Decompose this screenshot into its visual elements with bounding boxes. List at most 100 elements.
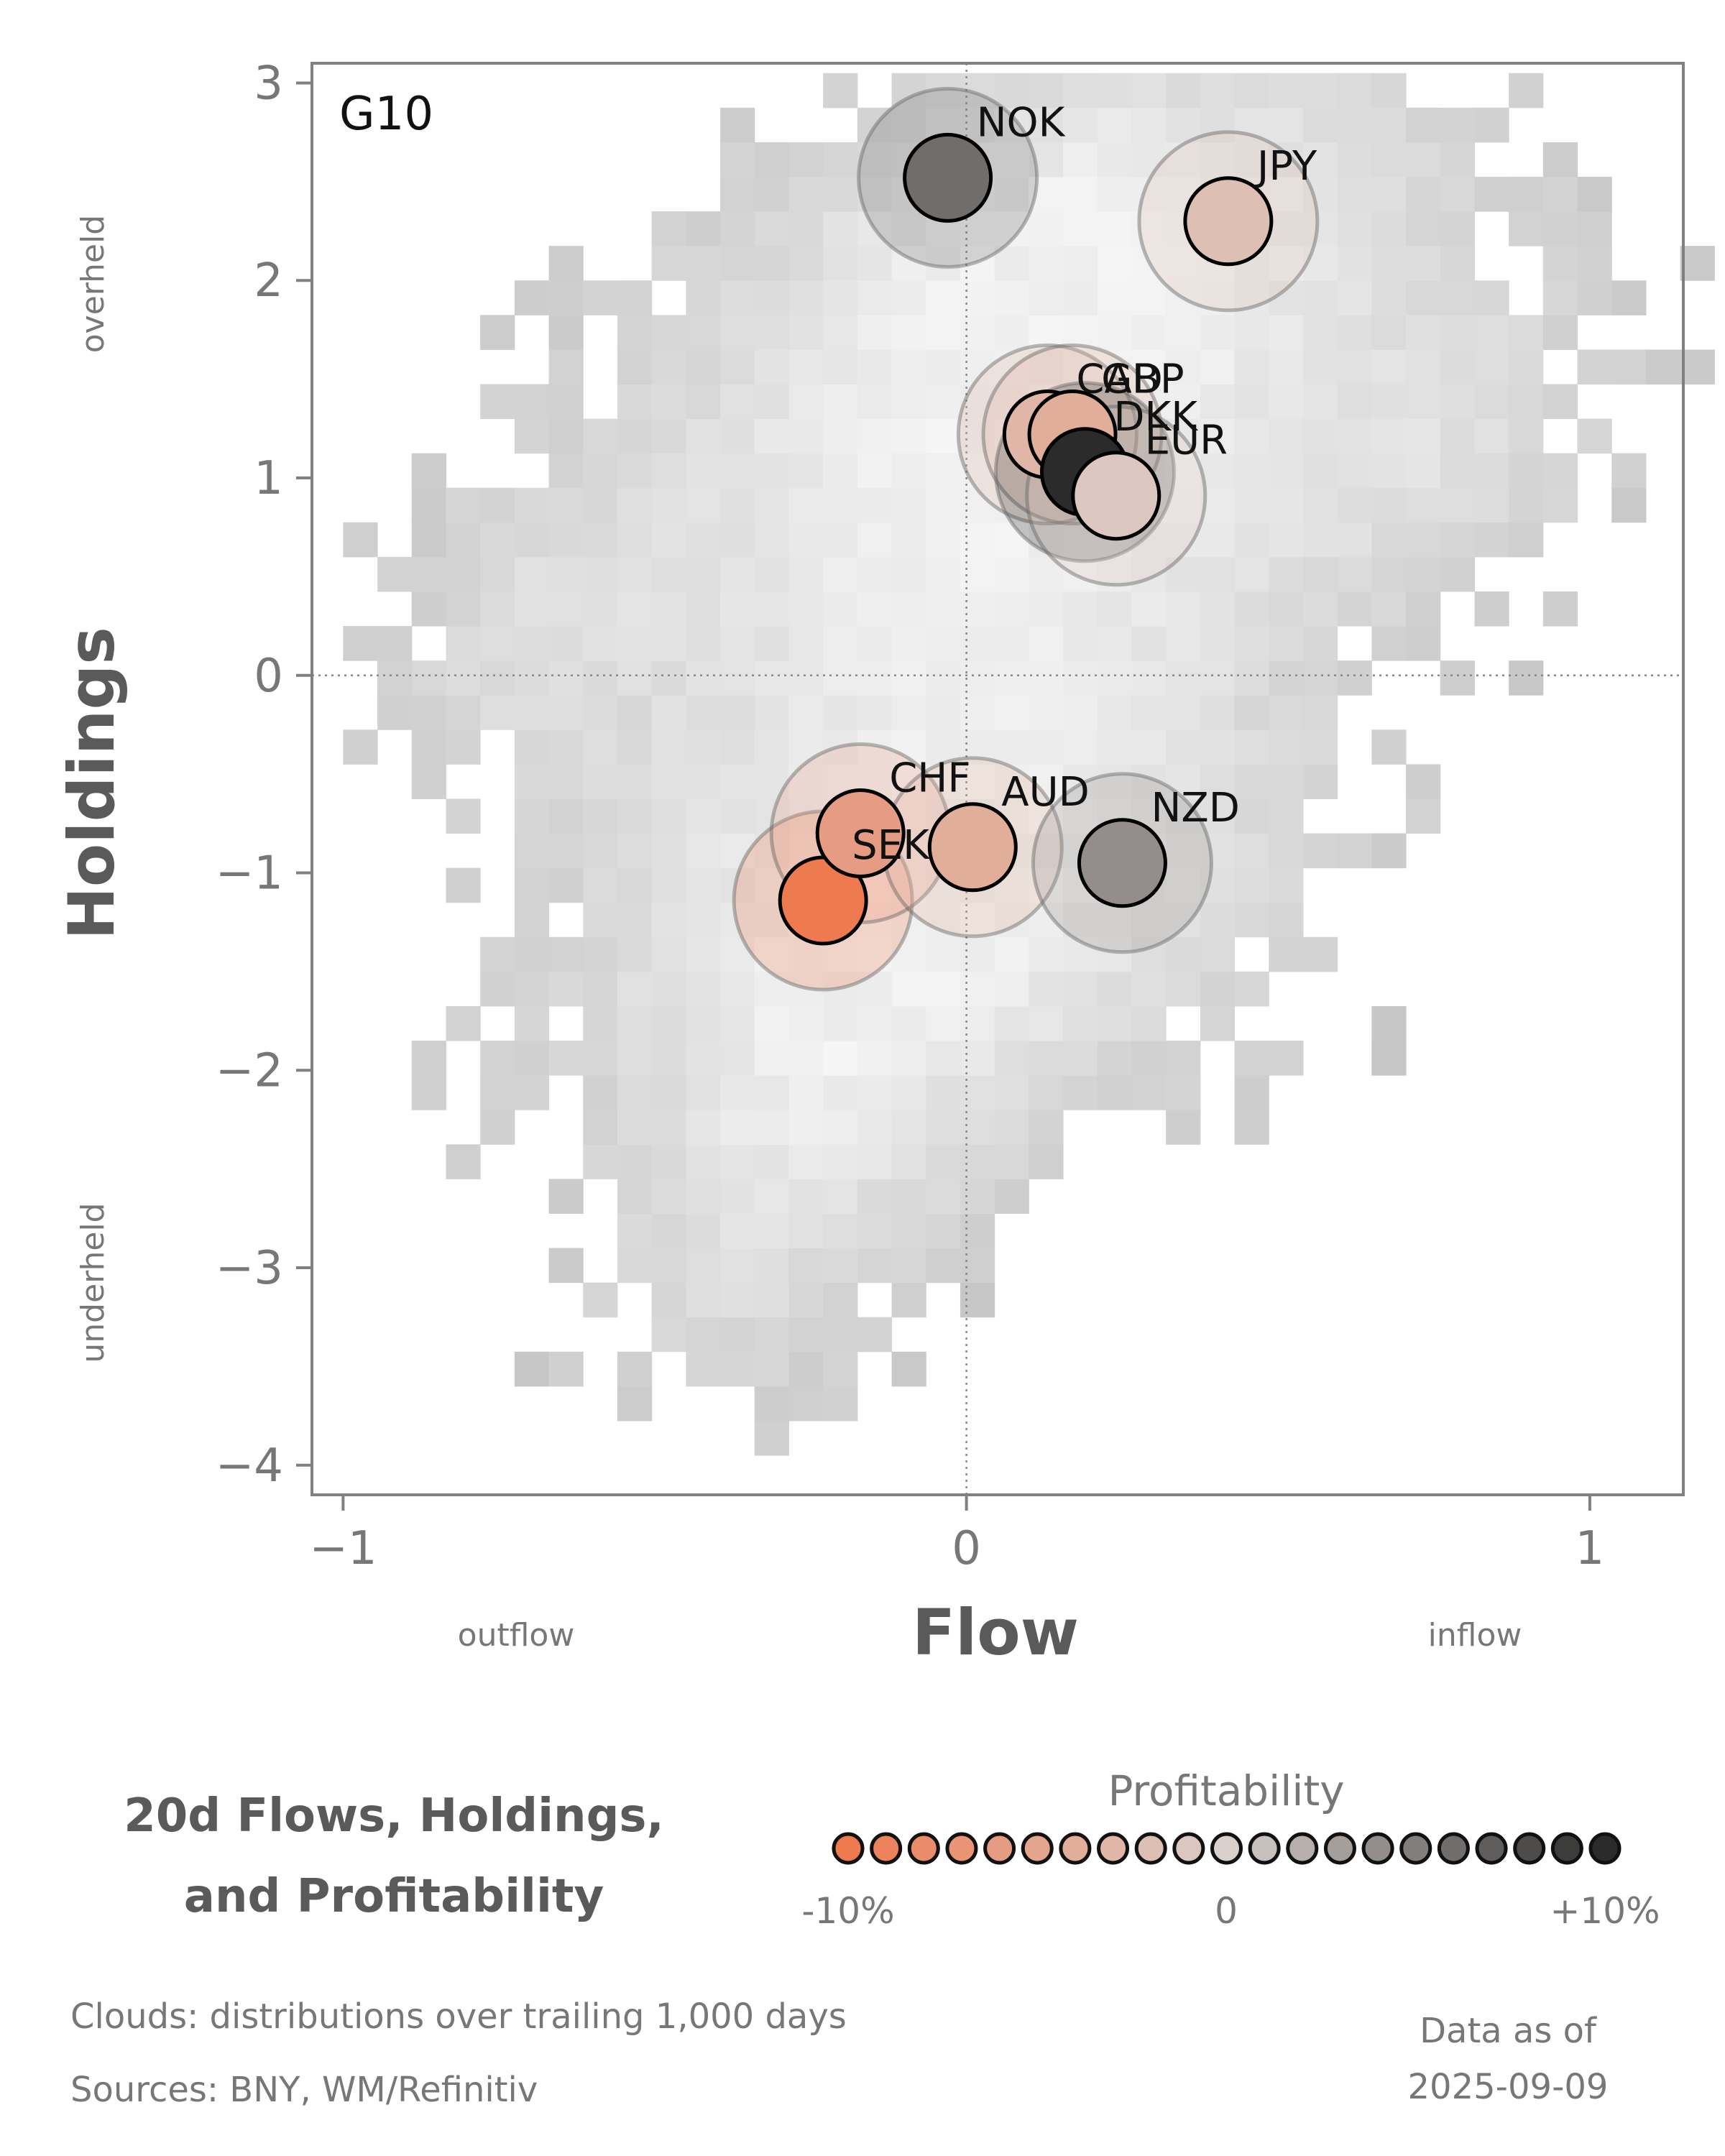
- cloud-cell: [823, 1110, 858, 1145]
- cloud-cell: [1200, 936, 1236, 972]
- cloud-cell: [994, 1110, 1029, 1145]
- cloud-cell: [1200, 1005, 1236, 1041]
- cloud-cell: [1302, 936, 1338, 972]
- cloud-cell: [1269, 867, 1304, 903]
- cloud-cell: [720, 211, 755, 247]
- cloud-cell: [994, 729, 1029, 765]
- cloud-cell: [1097, 73, 1132, 109]
- cloud-cell: [1029, 246, 1064, 281]
- point-nok: [903, 132, 993, 223]
- cloud-cell: [343, 729, 378, 765]
- asof-date: 2025-09-09: [1408, 2067, 1609, 2107]
- cloud-cell: [926, 349, 961, 384]
- cloud-cell: [823, 211, 858, 247]
- cloud-cell: [514, 660, 550, 696]
- cloud-cell: [857, 1144, 893, 1179]
- cloud-cell: [720, 384, 755, 420]
- cloud-cell: [1063, 798, 1098, 834]
- cloud-cell: [1406, 453, 1441, 489]
- cloud-cell: [891, 556, 926, 592]
- cloud-cell: [823, 246, 858, 281]
- cloud-cell: [1063, 971, 1098, 1007]
- cloud-cell: [548, 487, 584, 523]
- cloud-cell: [583, 729, 618, 765]
- cloud-cell: [720, 695, 755, 730]
- cloud-cell: [651, 1075, 686, 1110]
- cloud-cell: [651, 1041, 686, 1076]
- cloud-cell: [651, 936, 686, 972]
- label-sek: SEK: [852, 822, 930, 869]
- cloud-cell: [1440, 107, 1475, 143]
- cloud-cell: [411, 695, 446, 730]
- cloud-cell: [1200, 556, 1236, 592]
- cloud-cell: [960, 591, 995, 627]
- cloud-cell: [514, 902, 550, 938]
- cloud-cell: [1542, 142, 1578, 178]
- cloud-cell: [1337, 384, 1372, 420]
- cloud-cell: [857, 384, 893, 420]
- cloud-cell: [548, 1248, 584, 1284]
- cloud-cell: [857, 246, 893, 281]
- cloud-cell: [548, 556, 584, 592]
- cloud-cell: [583, 453, 618, 489]
- cloud-cell: [1131, 280, 1167, 315]
- cloud-cell: [548, 867, 584, 903]
- cloud-cell: [1474, 418, 1509, 454]
- cloud-cell: [1542, 487, 1578, 523]
- cloud-cell: [1063, 107, 1098, 143]
- cloud-cell: [1131, 211, 1167, 247]
- cloud-cell: [548, 1351, 584, 1387]
- cloud-cell: [1200, 626, 1236, 661]
- cloud-cell: [960, 1110, 995, 1145]
- cloud-cell: [1302, 833, 1338, 869]
- cloud-cell: [446, 660, 481, 696]
- cloud-cell: [960, 626, 995, 661]
- cloud-cell: [651, 315, 686, 350]
- cloud-cell: [686, 867, 721, 903]
- cloud-cell: [1371, 729, 1407, 765]
- cloud-cell: [617, 1144, 653, 1179]
- cloud-cell: [891, 626, 926, 661]
- cloud-cell: [617, 660, 653, 696]
- cloud-cell: [1406, 246, 1441, 281]
- cloud-cell: [1029, 522, 1064, 558]
- cloud-cell: [754, 591, 789, 627]
- cloud-cell: [1166, 1075, 1201, 1110]
- cloud-cell: [480, 384, 515, 420]
- cloud-cell: [720, 522, 755, 558]
- cloud-cell: [1063, 1041, 1098, 1076]
- cloud-cell: [548, 626, 584, 661]
- cloud-cell: [617, 626, 653, 661]
- cloud-cell: [720, 1110, 755, 1145]
- cloud-cell: [1474, 349, 1509, 384]
- cloud-cell: [823, 1075, 858, 1110]
- cloud-cell: [994, 660, 1029, 696]
- cloud-cell: [1200, 384, 1236, 420]
- cloud-cell: [823, 522, 858, 558]
- cloud-cell: [686, 729, 721, 765]
- cloud-cell: [1029, 1041, 1064, 1076]
- cloud-cell: [480, 556, 515, 592]
- cloud-cell: [651, 729, 686, 765]
- cloud-cell: [1269, 522, 1304, 558]
- cloud-cell: [651, 591, 686, 627]
- cloud-cell: [686, 936, 721, 972]
- cloud-cell: [1542, 591, 1578, 627]
- cloud-cell: [1166, 315, 1201, 350]
- cloud-cell: [514, 418, 550, 454]
- cloud-cell: [1063, 729, 1098, 765]
- cloud-cell: [1200, 833, 1236, 869]
- cloud-cell: [548, 349, 584, 384]
- cloud-cell: [1166, 936, 1201, 972]
- cloud-cell: [1509, 211, 1544, 247]
- cloud-cell: [720, 1213, 755, 1249]
- y-tick-label: 3: [254, 57, 283, 110]
- cloud-cell: [617, 867, 653, 903]
- cloud-cell: [1474, 107, 1509, 143]
- cloud-cell: [377, 556, 413, 592]
- cloud-cell: [1097, 1005, 1132, 1041]
- cloud-cell: [1131, 349, 1167, 384]
- cloud-cell: [994, 764, 1029, 799]
- cloud-cell: [446, 626, 481, 661]
- cloud-cell: [514, 280, 550, 315]
